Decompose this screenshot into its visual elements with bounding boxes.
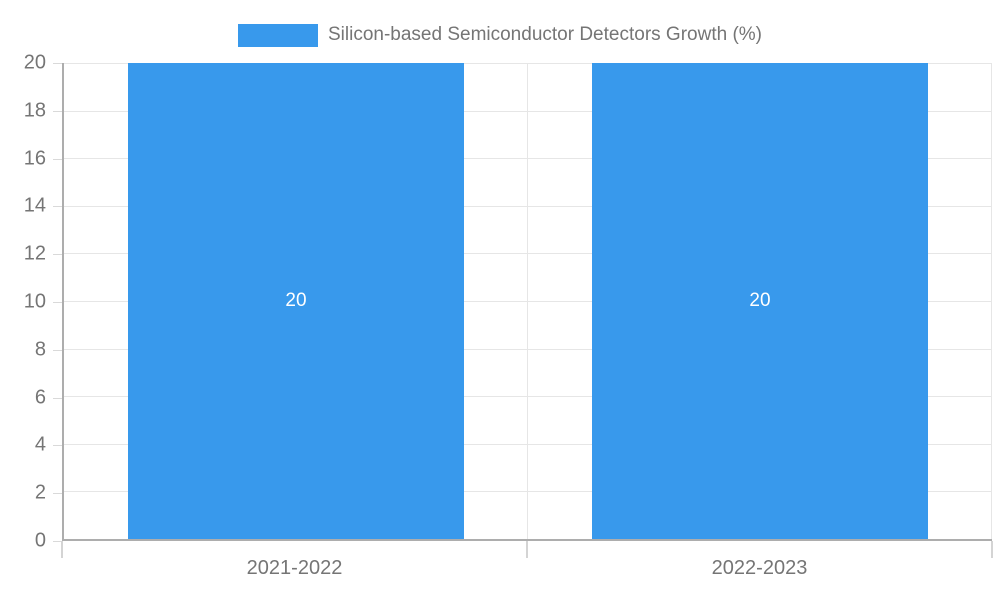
x-tick-mark-2 xyxy=(991,541,993,558)
x-tick-mark-0 xyxy=(61,541,63,558)
y-gridline-4 xyxy=(64,443,992,445)
y-tick-mark-2 xyxy=(53,493,62,495)
y-gridline-2 xyxy=(64,491,992,493)
y-tick-label-6: 6 xyxy=(34,386,46,409)
y-tick-mark-6 xyxy=(53,397,62,399)
legend-label: Silicon-based Semiconductor Detectors Gr… xyxy=(327,24,762,45)
x-axis: 2021-2022 2022-2023 xyxy=(61,541,993,600)
y-tick-label-2: 2 xyxy=(34,481,46,504)
x-tick-label-2021-2022: 2021-2022 xyxy=(246,557,343,579)
y-gridline-12 xyxy=(64,253,992,255)
y-axis: 20 18 16 14 12 10 8 6 4 2 0 xyxy=(0,52,62,552)
y-gridline-6 xyxy=(64,396,992,398)
x-tick-label-2022-2023: 2022-2023 xyxy=(711,557,808,579)
y-gridline-18 xyxy=(64,110,992,112)
y-tick-mark-12 xyxy=(53,254,62,256)
legend-swatch xyxy=(237,23,318,47)
y-tick-label-4: 4 xyxy=(34,433,46,456)
y-tick-label-14: 14 xyxy=(23,194,46,217)
y-tick-label-18: 18 xyxy=(23,99,46,122)
y-tick-mark-16 xyxy=(53,158,62,160)
y-tick-label-0: 0 xyxy=(34,529,46,552)
x-gridline-0 xyxy=(527,63,528,539)
plot-area: 20 20 xyxy=(62,63,992,541)
legend: Silicon-based Semiconductor Detectors Gr… xyxy=(0,17,1000,53)
y-tick-label-20: 20 xyxy=(23,51,46,74)
y-tick-mark-4 xyxy=(53,445,62,447)
y-tick-label-8: 8 xyxy=(34,338,46,361)
y-tick-mark-10 xyxy=(53,302,62,303)
x-tick-mark-1 xyxy=(526,541,528,558)
bar-value-label-2022-2023: 20 xyxy=(749,290,771,311)
y-tick-mark-20 xyxy=(53,63,62,64)
bar-2022-2023: 20 xyxy=(591,63,929,539)
y-gridline-20 xyxy=(64,63,992,64)
y-tick-mark-0 xyxy=(53,541,62,542)
y-tick-label-16: 16 xyxy=(23,147,46,170)
x-gridline-1 xyxy=(991,63,992,539)
bar-value-label-2021-2022: 20 xyxy=(285,290,307,311)
y-tick-mark-8 xyxy=(53,349,62,351)
y-tick-mark-14 xyxy=(53,206,62,208)
y-gridline-16 xyxy=(64,158,992,160)
y-gridline-14 xyxy=(64,205,992,207)
bar-2021-2022: 20 xyxy=(127,63,465,539)
y-tick-label-12: 12 xyxy=(23,242,46,265)
y-tick-label-10: 10 xyxy=(23,290,46,313)
y-gridline-10 xyxy=(64,301,992,302)
y-gridline-8 xyxy=(64,348,992,350)
y-tick-mark-18 xyxy=(53,110,62,112)
